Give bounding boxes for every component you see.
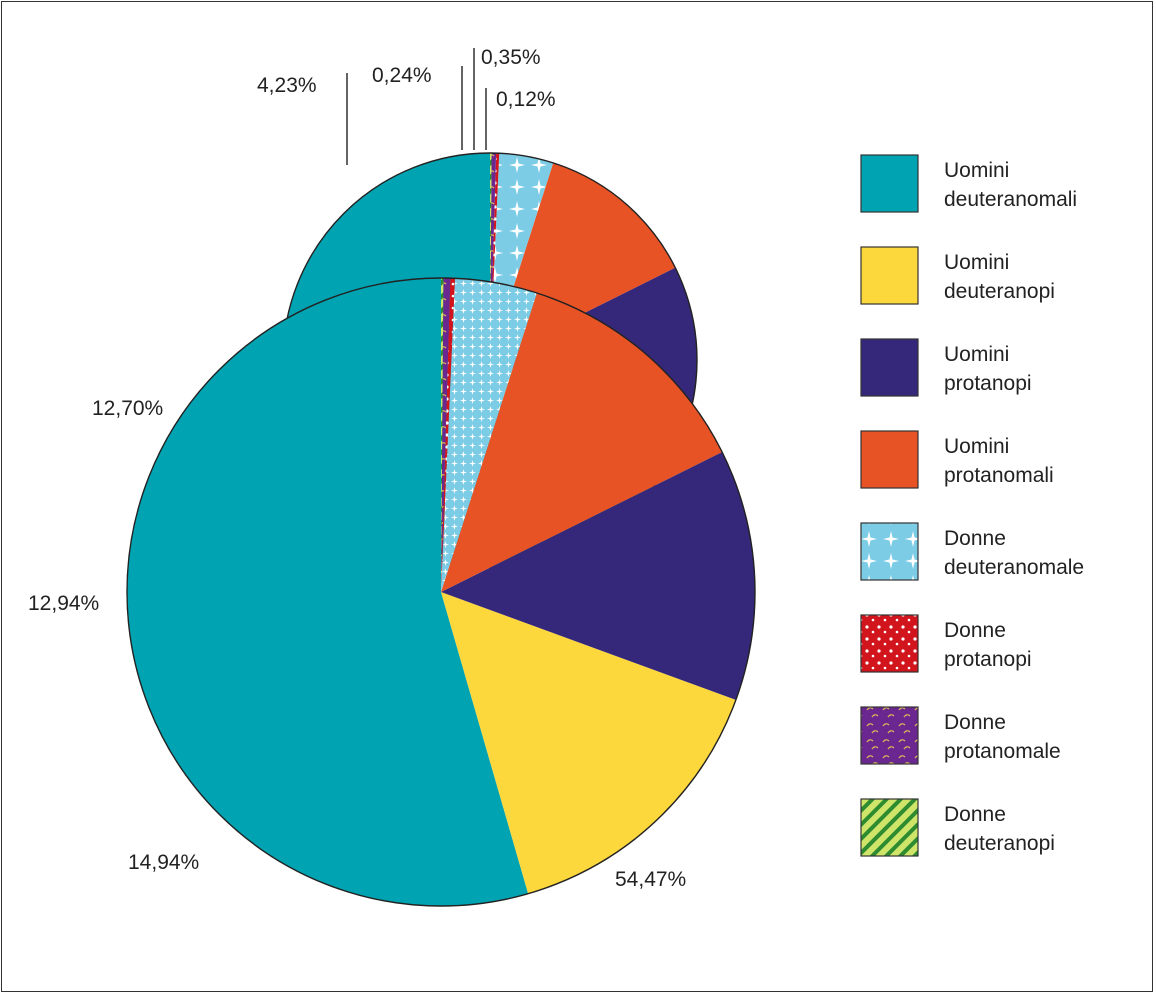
- legend-line-1: Donne: [944, 619, 1006, 642]
- label-uomini-protanopi: 12,94%: [28, 592, 99, 615]
- legend-line-2: protanomale: [944, 740, 1061, 763]
- label-donne-protanopi: 0,24%: [372, 64, 432, 87]
- slice-donne-protanomale-front: [441, 278, 451, 592]
- label-donne-protanomale: 0,35%: [481, 46, 541, 69]
- legend-swatch: [860, 522, 919, 581]
- label-donne-deuteranomale: 4,23%: [257, 74, 317, 97]
- legend-line-2: deuteranomali: [944, 188, 1077, 211]
- legend: Uomini deuteranomali Uomini deuteranopi …: [860, 154, 1084, 857]
- legend-line-2: protanomali: [944, 464, 1054, 487]
- slice-uomini-protanopi-front: [441, 451, 755, 700]
- slice-donne-deuteranomale-front: [441, 278, 537, 592]
- slice-donne-protanopi-front: [441, 278, 456, 592]
- legend-line-1: Uomini: [944, 159, 1009, 182]
- legend-item-uomini-deuteranopi: Uomini deuteranopi: [860, 246, 1055, 305]
- legend-line-1: Uomini: [944, 435, 1009, 458]
- legend-item-donne-protanomale: Donne protanomale: [860, 706, 1061, 765]
- legend-line-2: deuteranopi: [944, 280, 1055, 303]
- label-uomini-protanomali: 12,70%: [92, 397, 163, 420]
- legend-swatch: [860, 338, 919, 397]
- label-donne-deuteranopi: 0,12%: [496, 88, 556, 111]
- front-pie: [126, 277, 756, 907]
- legend-line-1: Uomini: [944, 251, 1009, 274]
- label-uomini-deuteranopi: 14,94%: [128, 851, 199, 874]
- legend-line-2: deuteranopi: [944, 832, 1055, 855]
- slice-uomini-deuteranomali-front: [126, 278, 529, 907]
- legend-swatch: [860, 706, 919, 765]
- label-uomini-deuteranomali: 54,47%: [615, 868, 686, 891]
- legend-line-1: Uomini: [944, 343, 1009, 366]
- legend-line-1: Donne: [944, 711, 1006, 734]
- legend-item-uomini-protanopi: Uomini protanopi: [860, 338, 1032, 397]
- legend-line-2: protanopi: [944, 648, 1032, 671]
- legend-swatch: [860, 246, 919, 305]
- legend-item-uomini-deuteranomali: Uomini deuteranomali: [860, 154, 1077, 213]
- legend-item-donne-deuteranopi: Donne deuteranopi: [860, 798, 1055, 857]
- slice-donne-deuteranopi-front: [441, 278, 444, 592]
- legend-line-1: Donne: [944, 527, 1006, 550]
- legend-item-donne-protanopi: Donne protanopi: [860, 614, 1032, 673]
- slice-uomini-protanomali-front: [441, 293, 723, 592]
- legend-swatch: [860, 154, 919, 213]
- legend-item-donne-deuteranomale: Donne deuteranomale: [860, 522, 1084, 581]
- legend-swatch: [860, 614, 919, 673]
- leader-lines: [346, 48, 487, 165]
- legend-line-2: deuteranomale: [944, 556, 1084, 579]
- legend-line-1: Donne: [944, 803, 1006, 826]
- slice-uomini-deuteranopi-front: [441, 592, 736, 894]
- pie-outline-front: [126, 277, 756, 907]
- legend-swatch: [860, 798, 919, 857]
- legend-line-2: protanopi: [944, 372, 1032, 395]
- legend-item-uomini-protanomali: Uomini protanomali: [860, 430, 1054, 489]
- legend-swatch: [860, 430, 919, 489]
